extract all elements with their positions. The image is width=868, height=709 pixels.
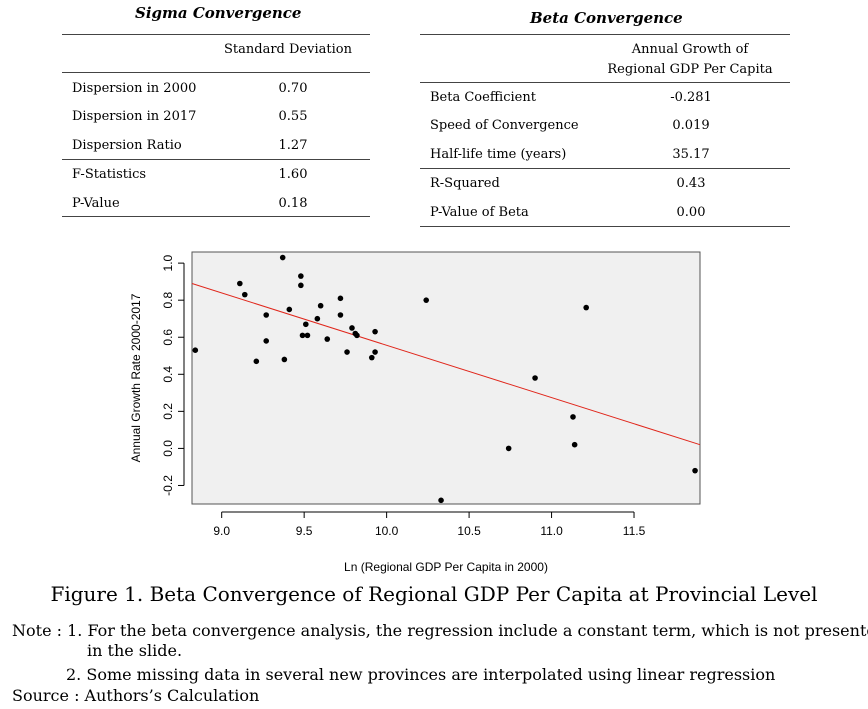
x-axis-label: Ln (Regional GDP Per Capita in 2000) [344, 560, 548, 574]
beta-row-value: -0.281 [670, 90, 712, 105]
sigma-row-value: 1.27 [278, 138, 308, 153]
data-point [505, 445, 512, 452]
data-point [298, 273, 304, 279]
sigma-row-label: F-Statistics [72, 167, 147, 182]
data-point [372, 328, 378, 335]
data-point [438, 497, 444, 504]
beta-row-label: R-Squared [430, 176, 500, 191]
data-point [423, 297, 430, 303]
y-tick-label: 0.0 [161, 440, 175, 457]
beta-row-value: 0.019 [672, 118, 710, 133]
data-point [354, 332, 360, 339]
data-point [279, 254, 286, 261]
data-point [324, 336, 331, 342]
x-tick-label: 9.0 [213, 524, 230, 538]
sigma-row-value: 1.60 [278, 167, 308, 182]
beta-mid-rule [420, 168, 790, 169]
data-point [192, 347, 199, 354]
beta-row-value: 0.43 [676, 176, 706, 191]
data-point [571, 441, 578, 448]
data-point [314, 315, 321, 322]
beta-row-label: Speed of Convergence [430, 118, 579, 133]
data-point [344, 349, 350, 355]
beta-header-rule [420, 82, 790, 83]
sigma-top-rule [62, 34, 370, 35]
x-tick-label: 11.5 [623, 524, 646, 538]
data-point [368, 354, 375, 361]
source-line: Source : Authors’s Calculation [12, 686, 260, 705]
y-tick-label: 1.0 [161, 254, 175, 271]
data-point [263, 312, 270, 318]
y-axis-label: Annual Growth Rate 2000-2017 [129, 293, 143, 462]
beta-table-title: Beta Convergence [530, 9, 683, 27]
data-point [337, 295, 344, 302]
data-point [298, 282, 304, 289]
sigma-column-header: Standard Deviation [224, 42, 352, 57]
note-line-2: in the slide. [87, 641, 183, 660]
note-line-1: Note : 1. For the beta convergence analy… [12, 621, 868, 640]
data-point [303, 321, 309, 328]
sigma-row-label: Dispersion in 2000 [72, 81, 197, 96]
beta-row-label: P-Value of Beta [430, 205, 529, 220]
data-point [337, 312, 344, 318]
data-point [349, 325, 355, 331]
beta-row-label: Beta Coefficient [430, 90, 536, 105]
data-point [253, 358, 260, 365]
x-tick-label: 10.5 [457, 524, 481, 538]
scatter-chart: 9.0 9.5 10.0 10.5 11.0 11.5 -0.2 0.0 0.2 0.4 0.6 0.… [129, 251, 701, 574]
data-point [372, 349, 378, 355]
beta-row-value: 35.17 [672, 147, 710, 162]
data-point [241, 291, 248, 298]
beta-top-rule [420, 34, 790, 35]
data-point [237, 280, 243, 287]
sigma-row-value: 0.18 [278, 196, 308, 211]
data-point [299, 332, 306, 339]
x-tick-label: 10.0 [375, 524, 399, 538]
figure-caption: Figure 1. Beta Convergence of Regional G… [50, 582, 818, 606]
sigma-row-label: Dispersion Ratio [72, 138, 182, 153]
sigma-mid-rule [62, 159, 370, 160]
data-point [532, 375, 538, 381]
plot-area [191, 251, 701, 505]
data-point [583, 304, 589, 311]
data-point [570, 414, 576, 420]
x-tick-label: 9.5 [296, 524, 313, 538]
data-point [263, 338, 270, 344]
beta-column-header-line1: Annual Growth of [631, 42, 749, 57]
beta-column-header-line2: Regional GDP Per Capita [607, 62, 773, 77]
sigma-row-label: P-Value [72, 196, 120, 211]
sigma-row-value: 0.55 [278, 109, 308, 124]
data-point [692, 467, 698, 474]
data-point [281, 356, 288, 363]
sigma-bottom-rule [62, 216, 370, 217]
data-point [317, 302, 324, 309]
sigma-table-title: Sigma Convergence [135, 4, 302, 22]
data-point [286, 306, 293, 313]
y-tick-label: 0.8 [161, 292, 175, 309]
beta-bottom-rule [420, 226, 790, 227]
sigma-row-value: 0.70 [278, 81, 308, 96]
regression-line [191, 283, 701, 446]
beta-row-value: 0.00 [676, 205, 706, 220]
y-tick-label: 0.2 [161, 403, 175, 420]
data-point [304, 332, 311, 339]
y-tick-label: 0.6 [161, 329, 175, 346]
sigma-header-rule [62, 72, 370, 73]
y-tick-label: 0.4 [161, 366, 175, 383]
sigma-row-label: Dispersion in 2017 [72, 109, 197, 124]
x-tick-label: 11.0 [540, 524, 563, 538]
y-tick-label: -0.2 [161, 475, 175, 496]
note-line-3: 2. Some missing data in several new prov… [66, 665, 776, 684]
beta-row-label: Half-life time (years) [430, 147, 567, 162]
